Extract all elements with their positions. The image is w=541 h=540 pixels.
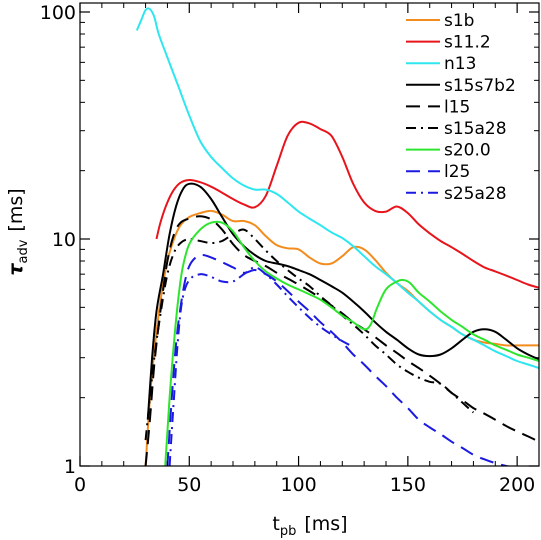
legend-label-s20-0: s20.0 — [444, 141, 491, 161]
legend-label-l25: l25 — [444, 162, 470, 182]
ticks-layer: 0 50 100 150 200 1 10 100 — [40, 2, 539, 496]
legend-label-s1b: s1b — [444, 11, 474, 31]
x-axis-label: tpb [ms] — [272, 513, 347, 539]
series-line-s15s7b2 — [146, 182, 539, 420]
series-line-s11-2 — [155, 120, 539, 289]
plot-frame — [79, 2, 540, 467]
legend-label-s15s7b2: s15s7b2 — [444, 76, 516, 96]
series-line-l25 — [166, 254, 512, 466]
series-line-s15a28 — [144, 228, 475, 441]
legend-label-s11-2: s11.2 — [444, 33, 491, 53]
legend-label-n13: n13 — [444, 54, 476, 74]
x-tick-label: 50 — [177, 474, 201, 496]
y-tick-label: 10 — [52, 229, 76, 251]
series-layer — [135, 7, 539, 466]
series-line-s20-0 — [164, 220, 539, 466]
x-tick-label: 200 — [499, 474, 535, 496]
legend-label-s15a28: s15a28 — [444, 119, 507, 139]
y-axis-label: τadv[ms] — [5, 188, 31, 275]
legend-label-s25a28: s25a28 — [444, 184, 507, 204]
legend: s1bs11.2n13s15s7b2l15s15a28s20.0l25s25a2… — [406, 11, 516, 204]
x-tick-label: 150 — [390, 474, 426, 496]
y-tick-label: 100 — [40, 2, 76, 24]
x-tick-label: 0 — [74, 474, 86, 496]
x-tick-label: 100 — [280, 474, 316, 496]
legend-label-l15: l15 — [444, 97, 470, 117]
y-tick-label: 1 — [64, 456, 76, 478]
